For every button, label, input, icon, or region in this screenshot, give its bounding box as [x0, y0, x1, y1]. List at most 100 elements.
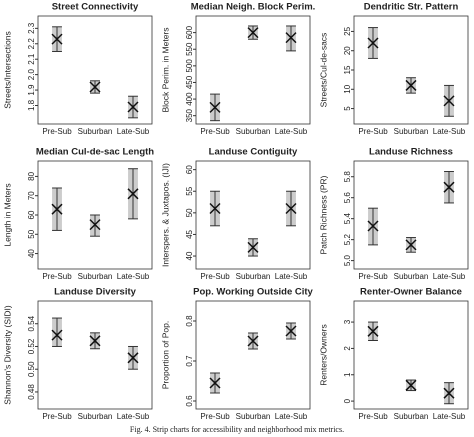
chart-title: Renter-Owner Balance	[360, 287, 462, 298]
x-tick-label: Pre-Sub	[200, 272, 230, 281]
y-tick-label: 45	[185, 229, 194, 238]
mean-marker	[89, 335, 101, 347]
x-tick-label: Pre-Sub	[42, 272, 72, 281]
x-tick-label: Suburban	[78, 127, 113, 136]
mean-marker	[405, 239, 417, 251]
plot-frame	[37, 300, 153, 410]
x-tick-label: Suburban	[236, 272, 271, 281]
y-tick-label: 2.1	[27, 53, 36, 65]
mean-marker	[127, 188, 139, 200]
mean-marker	[285, 325, 297, 337]
y-tick-label: 1	[343, 372, 352, 377]
chart-title: Landuse Richness	[369, 147, 453, 158]
mean-marker	[367, 325, 379, 337]
x-tick-label: Late-Sub	[117, 272, 150, 281]
mean-marker	[443, 387, 455, 399]
plot-frame	[195, 15, 311, 125]
y-tick-label: 80	[27, 171, 36, 180]
y-tick-label: 50	[185, 208, 194, 217]
y-axis-label: Renters/Owners	[318, 324, 328, 385]
y-tick-label: 3	[343, 319, 352, 324]
chart-title: Median Cul-de-sac Length	[36, 147, 154, 158]
y-tick-label: 60	[27, 210, 36, 219]
y-tick-label: 60	[185, 165, 194, 174]
y-axis-label: Patch Richness (PR)	[318, 175, 328, 254]
y-tick-label: 5.6	[343, 192, 352, 204]
mean-marker	[405, 379, 417, 391]
x-tick-label: Pre-Sub	[358, 127, 388, 136]
mean-marker	[443, 95, 455, 107]
plot-frame	[37, 15, 153, 125]
y-tick-label: 5.2	[343, 234, 352, 246]
y-axis-label: Block Perim. in Meters	[160, 27, 170, 112]
x-tick-label: Suburban	[236, 127, 271, 136]
x-tick-label: Suburban	[236, 412, 271, 421]
mean-marker	[247, 241, 259, 253]
mean-marker	[367, 37, 379, 49]
y-tick-label: 450	[185, 75, 194, 89]
y-tick-label: 10	[343, 84, 352, 93]
y-tick-label: 500	[185, 59, 194, 73]
chart-title: Street Connectivity	[52, 2, 139, 13]
mean-marker	[209, 377, 221, 389]
y-tick-label: 2.2	[27, 38, 36, 50]
mean-marker	[51, 33, 63, 45]
y-tick-label: 50	[27, 229, 36, 238]
plot-frame	[353, 160, 469, 270]
x-tick-label: Late-Sub	[275, 127, 308, 136]
y-tick-label: 0	[343, 398, 352, 403]
y-axis-label: Length in Meters	[2, 183, 12, 246]
x-tick-label: Suburban	[394, 127, 429, 136]
x-tick-label: Pre-Sub	[358, 272, 388, 281]
y-tick-label: 25	[343, 26, 352, 35]
y-axis-label: Shannon's Diversity (SIDI)	[2, 305, 12, 405]
x-tick-label: Late-Sub	[117, 127, 150, 136]
x-tick-label: Suburban	[394, 272, 429, 281]
chart-title: Median Neigh. Block Perim.	[191, 2, 316, 13]
mean-marker	[127, 352, 139, 364]
mean-marker	[367, 220, 379, 232]
y-tick-label: 0.50	[27, 361, 36, 377]
mean-marker	[127, 101, 139, 113]
chart-title: Pop. Working Outside City	[193, 287, 313, 298]
y-tick-label: 5.4	[343, 213, 352, 225]
x-tick-label: Late-Sub	[275, 272, 308, 281]
y-tick-label: 400	[185, 92, 194, 106]
mean-marker	[247, 335, 259, 347]
y-axis-label: Streets/Intersections	[2, 31, 12, 108]
mean-marker	[247, 27, 259, 39]
x-tick-label: Pre-Sub	[42, 127, 72, 136]
mean-marker	[89, 219, 101, 231]
plot-frame	[195, 160, 311, 270]
chart-title: Landuse Contiguity	[209, 147, 298, 158]
x-tick-label: Late-Sub	[117, 412, 150, 421]
y-tick-label: 55	[185, 186, 194, 195]
y-axis-label: Interspers. & Juxtapos. (IJI)	[160, 163, 170, 267]
y-tick-label: 5	[343, 106, 352, 111]
x-tick-label: Late-Sub	[433, 412, 466, 421]
plot-frame	[195, 300, 311, 410]
x-tick-label: Suburban	[394, 412, 429, 421]
chart-title: Dendritic Str. Pattern	[364, 2, 459, 13]
mean-marker	[51, 329, 63, 341]
x-tick-label: Late-Sub	[433, 127, 466, 136]
x-tick-label: Suburban	[78, 412, 113, 421]
y-tick-label: 5.0	[343, 255, 352, 267]
y-tick-label: 0.8	[185, 315, 194, 327]
mean-marker	[209, 101, 221, 113]
y-tick-label: 600	[185, 25, 194, 39]
caption: Fig. 4. Strip charts for accessibility a…	[130, 425, 344, 434]
x-tick-label: Late-Sub	[433, 272, 466, 281]
y-tick-label: 70	[27, 191, 36, 200]
y-tick-label: 1.9	[27, 84, 36, 96]
chart-title: Landuse Diversity	[54, 287, 137, 298]
mean-marker	[209, 202, 221, 215]
y-tick-label: 0.48	[27, 384, 36, 400]
x-tick-label: Late-Sub	[275, 412, 308, 421]
y-tick-label: 0.54	[27, 315, 36, 331]
y-tick-label: 0.52	[27, 338, 36, 354]
mean-marker	[285, 32, 297, 44]
y-tick-label: 15	[343, 65, 352, 74]
mean-marker	[89, 81, 101, 93]
mean-marker	[443, 181, 455, 193]
